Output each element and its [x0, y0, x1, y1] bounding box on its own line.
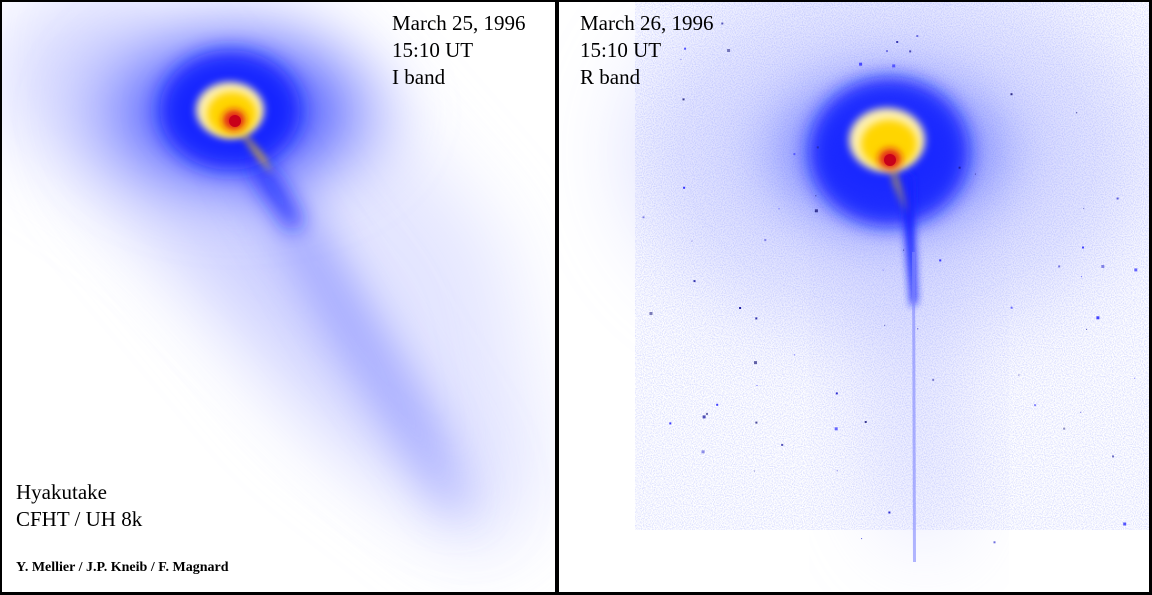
star-speck	[684, 47, 687, 50]
star-speck	[909, 50, 912, 53]
star-speck	[1134, 377, 1136, 379]
star-speck	[649, 312, 653, 315]
star-speck	[781, 443, 784, 446]
left-time: 15:10 UT	[392, 38, 474, 62]
star-speck	[702, 415, 706, 419]
star-speck	[727, 49, 731, 52]
star-speck	[896, 41, 899, 43]
star-speck	[892, 64, 896, 68]
star-speck	[682, 98, 685, 101]
star-speck	[754, 361, 757, 365]
star-speck	[755, 317, 758, 320]
star-speck	[793, 354, 795, 356]
star-speck	[642, 216, 645, 219]
star-speck	[1134, 268, 1138, 272]
left-band: I band	[392, 65, 446, 89]
star-speck	[680, 58, 682, 60]
star-speck	[932, 378, 935, 381]
star-speck	[1112, 455, 1114, 458]
star-speck	[814, 209, 818, 213]
star-speck	[739, 307, 742, 309]
star-speck	[958, 166, 961, 169]
star-speck	[1010, 93, 1013, 96]
star-speck	[1010, 306, 1013, 309]
background-stars	[642, 22, 1138, 544]
star-speck	[683, 186, 686, 189]
right-date: March 26, 1996	[580, 11, 714, 35]
star-speck	[1096, 316, 1100, 320]
left-date: March 25, 1996	[392, 11, 526, 35]
star-speck	[1123, 522, 1127, 526]
star-speck	[778, 208, 780, 210]
star-speck	[903, 249, 905, 251]
star-speck	[691, 240, 693, 242]
right-time: 15:10 UT	[580, 38, 662, 62]
object-caption: Hyakutake CFHT / UH 8k	[16, 479, 142, 533]
comet-image-march-25: March 25, 1996 15:10 UT I band Hyakutake…	[2, 2, 555, 592]
star-speck	[1080, 411, 1082, 413]
star-speck	[884, 324, 886, 326]
star-speck	[721, 22, 724, 25]
star-speck	[835, 392, 838, 395]
star-speck	[753, 470, 755, 472]
star-speck	[859, 62, 863, 66]
star-speck	[1076, 112, 1078, 114]
right-observation-caption: March 26, 1996 15:10 UT R band	[580, 10, 714, 91]
star-speck	[816, 146, 819, 149]
star-speck	[864, 421, 867, 423]
star-speck	[764, 239, 767, 242]
star-speck	[1082, 246, 1084, 249]
star-speck	[916, 35, 919, 37]
star-speck	[836, 470, 838, 472]
star-speck	[793, 153, 796, 156]
star-speck	[1063, 427, 1066, 430]
star-speck	[755, 421, 758, 424]
star-speck	[1058, 265, 1061, 268]
star-speck	[1081, 276, 1083, 278]
star-speck	[1101, 265, 1105, 268]
star-speck	[939, 259, 942, 262]
star-speck	[1018, 374, 1020, 376]
star-speck	[706, 412, 708, 415]
comet-visual-right	[629, 2, 1149, 562]
comet-image-march-26: March 26, 1996 15:10 UT R band	[559, 2, 1149, 592]
star-speck	[1034, 404, 1037, 407]
star-speck	[882, 269, 884, 271]
star-speck	[1083, 208, 1085, 209]
star-speck	[756, 384, 758, 386]
object-name: Hyakutake	[16, 480, 107, 504]
star-speck	[834, 427, 838, 431]
right-band: R band	[580, 65, 641, 89]
star-speck	[1086, 328, 1088, 330]
comet-visual-left	[2, 2, 547, 562]
star-speck	[716, 403, 719, 406]
left-observation-caption: March 25, 1996 15:10 UT I band	[392, 10, 526, 91]
star-speck	[917, 328, 919, 330]
star-speck	[701, 450, 705, 454]
star-speck	[888, 511, 891, 514]
star-speck	[886, 50, 888, 53]
star-speck	[1116, 197, 1119, 200]
image-credits: Y. Mellier / J.P. Kneib / F. Magnard	[16, 560, 229, 575]
star-speck	[993, 541, 996, 544]
instrument-name: CFHT / UH 8k	[16, 507, 143, 531]
star-speck	[815, 195, 817, 197]
star-speck	[861, 538, 863, 540]
star-speck	[974, 173, 976, 175]
star-speck	[669, 422, 672, 425]
star-speck	[693, 280, 696, 283]
